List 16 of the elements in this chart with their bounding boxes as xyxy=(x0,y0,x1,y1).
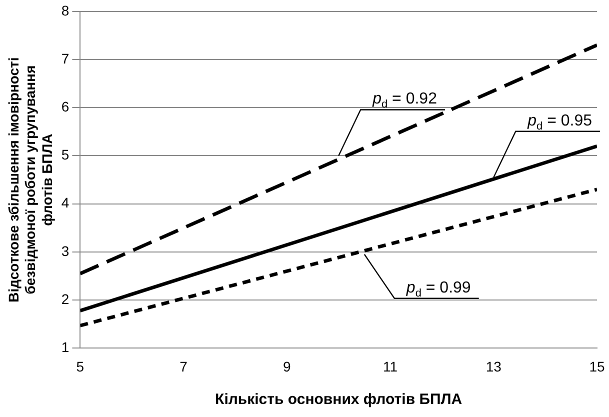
x-tick-label: 7 xyxy=(180,358,188,374)
y-tick-label: 7 xyxy=(61,50,70,66)
y-tick-label: 4 xyxy=(61,194,70,211)
y-tick-label: 1 xyxy=(61,339,70,356)
x-axis-title: Кількість основних флотів БПЛА xyxy=(215,391,462,408)
x-tick-label: 13 xyxy=(486,358,502,374)
y-tick-label: 2 xyxy=(61,290,70,307)
x-tick-label: 5 xyxy=(76,358,84,374)
x-tick-label: 15 xyxy=(589,358,605,374)
y-tick-label: 3 xyxy=(61,242,70,259)
y-tick-label: 8 xyxy=(61,2,70,18)
x-tick-label: 9 xyxy=(283,358,292,374)
y-tick-label: 6 xyxy=(61,98,70,114)
y-axis-title: Відсоткове збільшення імовірності безвідмоної роботи угрупування флотів БПЛА xyxy=(5,57,55,302)
x-tick-label: 11 xyxy=(383,358,398,374)
y-tick-label: 5 xyxy=(61,146,70,163)
